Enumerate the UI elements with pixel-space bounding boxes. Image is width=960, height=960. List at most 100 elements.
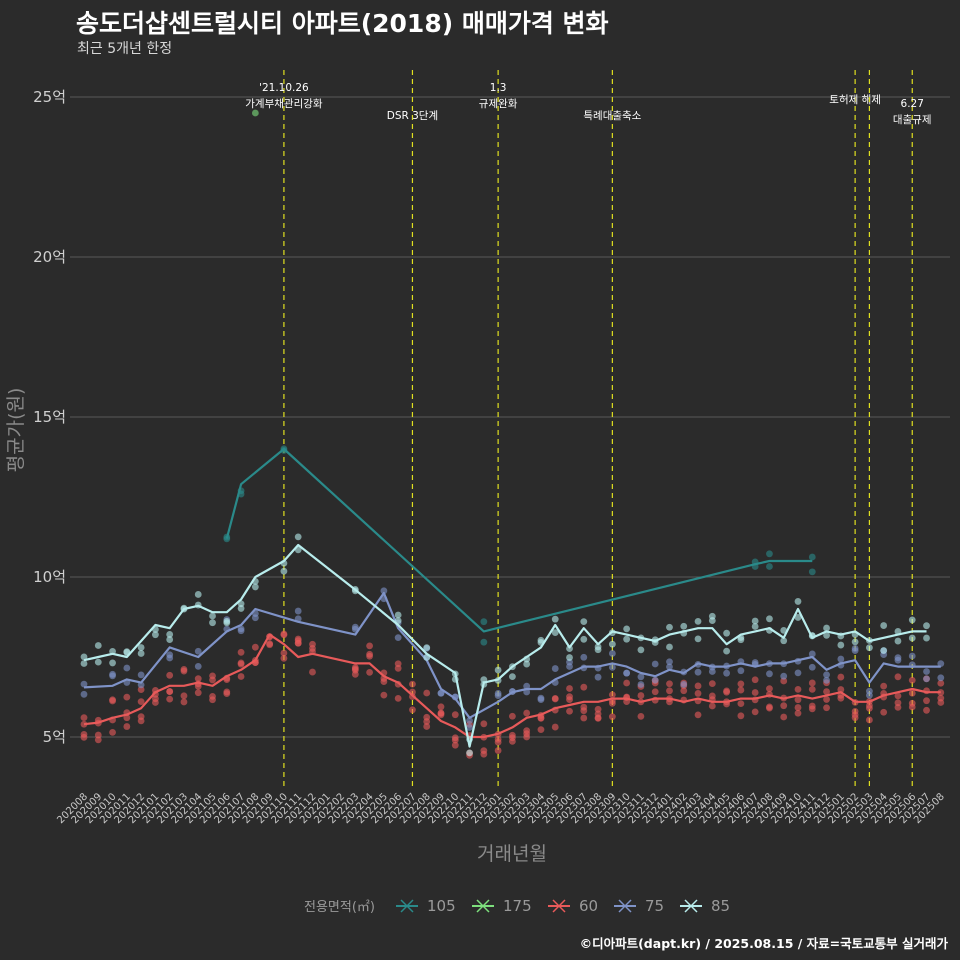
data-point-75	[80, 690, 88, 698]
grid-lines	[70, 96, 950, 738]
series-175	[251, 109, 259, 117]
data-point-75	[866, 691, 873, 699]
legend-item-105: 105	[396, 897, 456, 915]
data-point-60	[237, 673, 245, 680]
event-label: 대출규제	[893, 114, 932, 126]
data-point-85	[109, 647, 116, 655]
data-point-60	[908, 676, 916, 684]
data-point-75	[137, 671, 145, 679]
legend-key-cross	[618, 899, 632, 913]
data-point-85	[280, 567, 288, 575]
data-point-85	[494, 666, 502, 674]
data-point-85	[580, 618, 588, 626]
data-point-75	[808, 663, 816, 671]
data-point-85	[123, 648, 131, 656]
data-point-60	[623, 679, 631, 687]
data-point-60	[166, 688, 174, 695]
data-point-85	[166, 631, 174, 638]
data-point-85	[666, 643, 673, 651]
data-point-60	[837, 686, 845, 693]
data-point-60	[509, 712, 516, 720]
legend-item-175: 175	[472, 897, 532, 915]
data-point-75	[923, 668, 930, 675]
data-point-60	[894, 673, 902, 681]
data-point-75	[808, 650, 816, 658]
data-point-60	[737, 712, 745, 720]
data-point-85	[751, 623, 759, 630]
data-point-60	[708, 702, 716, 710]
data-point-60	[109, 728, 116, 736]
data-point-85	[751, 617, 759, 625]
data-point-60	[766, 703, 773, 711]
data-point-60	[309, 668, 316, 676]
y-axis-ticks: 5억 10억 15억 20억 25억	[33, 88, 66, 746]
data-point-85	[766, 615, 773, 623]
legend-item-60: 60	[548, 897, 598, 915]
data-point-75	[608, 650, 616, 657]
data-point-60	[923, 697, 930, 705]
data-point-60	[437, 711, 445, 719]
data-point-60	[666, 687, 673, 695]
data-point-60	[280, 649, 288, 657]
data-point-60	[494, 735, 502, 743]
data-point-60	[808, 702, 816, 710]
series-line-75	[83, 591, 941, 719]
data-point-60	[509, 737, 516, 745]
data-point-60	[480, 750, 488, 758]
data-point-60	[137, 717, 145, 725]
data-point-60	[608, 691, 616, 699]
data-point-60	[566, 707, 573, 715]
data-point-60	[180, 698, 188, 706]
data-point-60	[209, 676, 216, 684]
chart-title: 송도더샵센트럴시티 아파트(2018) 매매가격 변화	[76, 9, 609, 38]
data-point-85	[251, 583, 259, 591]
data-point-75	[623, 669, 631, 677]
data-point-85	[194, 591, 202, 598]
data-point-85	[837, 641, 845, 649]
data-point-85	[580, 635, 588, 643]
legend-key-cross	[684, 899, 698, 913]
data-point-60	[851, 707, 859, 715]
data-point-85	[223, 617, 231, 625]
data-point-60	[737, 680, 745, 688]
event-label: 가계부채관리강화	[245, 98, 323, 110]
data-point-75	[637, 673, 645, 681]
data-point-85	[880, 647, 888, 654]
data-point-85	[137, 650, 145, 657]
data-point-60	[566, 685, 573, 692]
data-point-85	[509, 673, 516, 681]
data-point-75	[80, 680, 88, 688]
data-point-75	[494, 692, 502, 699]
data-point-75	[680, 681, 688, 688]
event-label: 규제완화	[479, 97, 518, 110]
data-point-75	[380, 587, 388, 595]
data-point-60	[766, 685, 773, 693]
legend: 전용면적(㎡) 105 175 60 75 85	[304, 897, 730, 915]
data-point-60	[551, 723, 559, 731]
data-point-85	[723, 647, 730, 655]
data-point-85	[866, 644, 873, 652]
data-point-60	[194, 675, 202, 683]
data-point-75	[794, 669, 802, 677]
data-point-85	[80, 653, 88, 661]
legend-label: 175	[503, 897, 532, 915]
data-point-60	[451, 736, 459, 744]
data-point-60	[780, 713, 788, 721]
data-point-60	[737, 686, 745, 694]
data-point-85	[780, 637, 788, 645]
data-point-60	[794, 685, 802, 693]
data-point-60	[523, 730, 531, 738]
series-line-85	[83, 543, 927, 748]
data-point-60	[480, 720, 488, 728]
data-point-60	[694, 690, 702, 697]
data-point-85	[294, 533, 302, 541]
data-point-75	[908, 652, 916, 660]
data-point-85	[694, 635, 702, 643]
data-point-60	[180, 667, 188, 675]
data-point-105	[480, 618, 488, 626]
data-point-75	[666, 663, 673, 671]
data-point-60	[194, 689, 202, 697]
data-point-85	[794, 614, 802, 621]
legend-label: 105	[427, 897, 456, 915]
data-point-75	[194, 662, 202, 670]
